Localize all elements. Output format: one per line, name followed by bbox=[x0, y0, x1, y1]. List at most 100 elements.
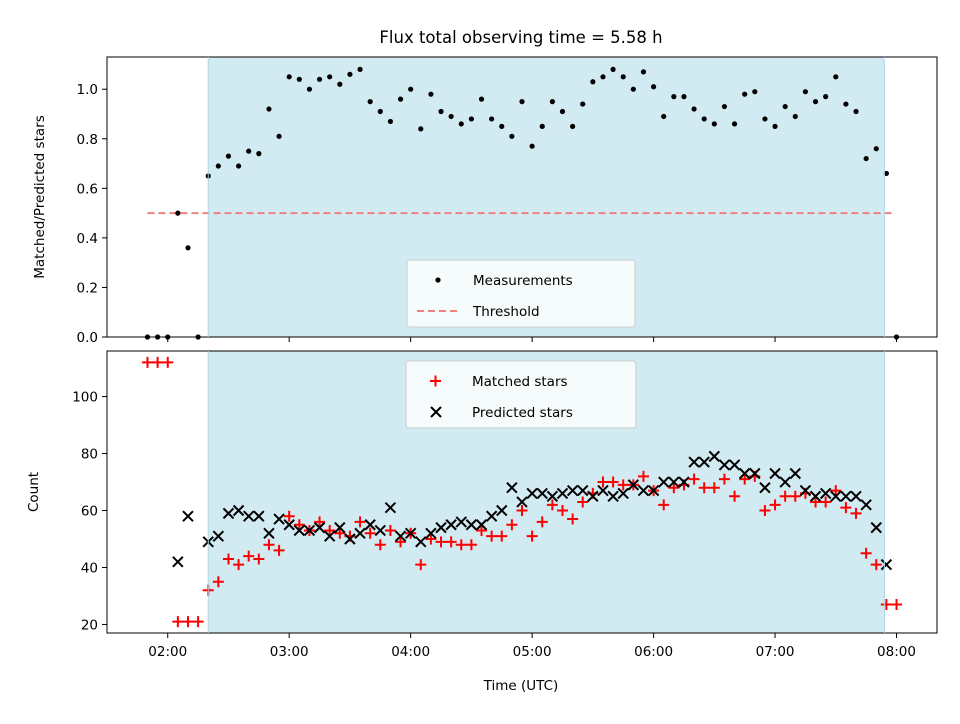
predicted-star-point bbox=[283, 519, 295, 531]
measurement-point bbox=[691, 106, 697, 112]
matched-star-point bbox=[334, 527, 346, 539]
measurement-point bbox=[448, 113, 454, 120]
predicted-star-point bbox=[779, 476, 791, 488]
measurement-point bbox=[883, 170, 889, 177]
predicted-star-point bbox=[435, 521, 447, 534]
predicted-star-point bbox=[607, 490, 619, 502]
measurement-point bbox=[843, 101, 849, 107]
predicted-star-point bbox=[647, 484, 660, 497]
measurement-point bbox=[863, 155, 869, 162]
matched-star-point bbox=[415, 559, 427, 571]
matched-star-point bbox=[486, 530, 498, 542]
measurement-point bbox=[873, 146, 879, 152]
measurement-point bbox=[478, 96, 485, 102]
predicted-star-point bbox=[455, 516, 467, 528]
matched-star-point bbox=[556, 505, 568, 517]
measurement-point bbox=[276, 133, 282, 139]
x-axis-label: Time (UTC) bbox=[483, 678, 559, 694]
matched-star-point bbox=[263, 539, 275, 551]
predicted-star-point bbox=[354, 527, 366, 540]
measurement-point bbox=[367, 99, 373, 105]
matched-star-point bbox=[283, 510, 295, 522]
bottom-y-axis-label: Count bbox=[26, 472, 42, 512]
measurement-point bbox=[570, 123, 576, 129]
matched-star-point bbox=[769, 499, 781, 511]
measurement-point bbox=[225, 153, 232, 159]
legend-label: Measurements bbox=[473, 273, 573, 289]
matched-star-point bbox=[729, 490, 741, 502]
predicted-star-point bbox=[708, 450, 721, 463]
predicted-star-point bbox=[465, 519, 478, 531]
measurement-point bbox=[661, 113, 667, 120]
measurement-point bbox=[640, 69, 647, 75]
matched-star-point bbox=[668, 482, 680, 494]
legend-label: Threshold bbox=[472, 304, 540, 320]
x-tick-label: 02:00 bbox=[148, 644, 187, 660]
measurement-point bbox=[580, 101, 586, 107]
x-tick-label: 07:00 bbox=[756, 644, 795, 660]
matched-star-point bbox=[526, 530, 538, 542]
matched-star-point bbox=[395, 536, 407, 548]
predicted-star-point bbox=[566, 484, 579, 497]
predicted-star-point bbox=[212, 530, 225, 542]
predicted-star-point bbox=[587, 490, 599, 502]
bottom-legend: Matched stars Predicted stars bbox=[405, 360, 637, 429]
predicted-star-point bbox=[404, 527, 417, 540]
top-y-ticks: 0.0 0.2 0.4 0.6 0.8 1.0 bbox=[77, 82, 107, 346]
matched-star-point bbox=[425, 533, 437, 545]
predicted-star-point bbox=[830, 490, 842, 502]
matched-star-point bbox=[698, 482, 710, 494]
predicted-star-point bbox=[293, 524, 306, 537]
top-y-tick-label: 0.6 bbox=[77, 181, 98, 197]
matched-star-point bbox=[152, 356, 164, 368]
bottom-y-tick-label: 100 bbox=[72, 390, 98, 406]
matched-star-point bbox=[222, 553, 234, 565]
top-plot-frame bbox=[106, 56, 938, 338]
top-legend: Measurements Threshold bbox=[406, 259, 636, 328]
predicted-star-point bbox=[344, 533, 356, 545]
measurement-point bbox=[428, 91, 434, 97]
measurement-point bbox=[711, 121, 717, 127]
predicted-star-point bbox=[273, 513, 285, 525]
matched-star-point bbox=[739, 473, 751, 485]
matched-star-point bbox=[789, 490, 801, 502]
predicted-star-point bbox=[718, 459, 731, 471]
measurement-point bbox=[337, 81, 343, 87]
measurement-point bbox=[630, 86, 636, 92]
measurement-point bbox=[357, 66, 363, 72]
measurement-point bbox=[519, 99, 525, 105]
matched-star-point bbox=[162, 356, 174, 368]
measurement-point bbox=[438, 108, 444, 115]
bottom-y-tick-label: 20 bbox=[81, 617, 98, 633]
predicted-star-point bbox=[334, 521, 346, 534]
measurement-point bbox=[266, 106, 272, 112]
predicted-star-point bbox=[475, 519, 488, 531]
matched-star-point bbox=[597, 476, 609, 488]
bottom-plot-frame bbox=[106, 350, 938, 634]
predicted-star-point bbox=[242, 510, 255, 522]
matched-star-point bbox=[688, 473, 700, 485]
predicted-star-point bbox=[657, 476, 670, 488]
measurement-point bbox=[286, 74, 292, 80]
matched-star-point bbox=[314, 516, 326, 528]
predicted-star-point bbox=[222, 507, 235, 520]
measurement-point bbox=[397, 96, 404, 102]
matched-star-point bbox=[779, 490, 791, 502]
matched-star-point bbox=[759, 505, 771, 517]
measurement-point bbox=[235, 163, 242, 169]
bottom-y-tick-label: 40 bbox=[81, 560, 98, 576]
predicted-star-point bbox=[232, 504, 245, 517]
predicted-star-point bbox=[364, 519, 376, 531]
measurement-point bbox=[772, 123, 778, 129]
top-y-tick-label: 1.0 bbox=[77, 82, 98, 98]
legend-swatch-measurements bbox=[435, 277, 441, 283]
predicted-star-point bbox=[728, 459, 741, 471]
measurement-point bbox=[610, 66, 616, 72]
predicted-star-point bbox=[880, 558, 893, 571]
matched-star-point bbox=[850, 507, 862, 519]
measurement-point bbox=[752, 89, 758, 95]
bottom-y-tick-label: 60 bbox=[81, 504, 98, 520]
measurement-point bbox=[782, 103, 788, 110]
x-tick-label: 03:00 bbox=[270, 644, 309, 660]
measurement-point bbox=[408, 86, 414, 92]
